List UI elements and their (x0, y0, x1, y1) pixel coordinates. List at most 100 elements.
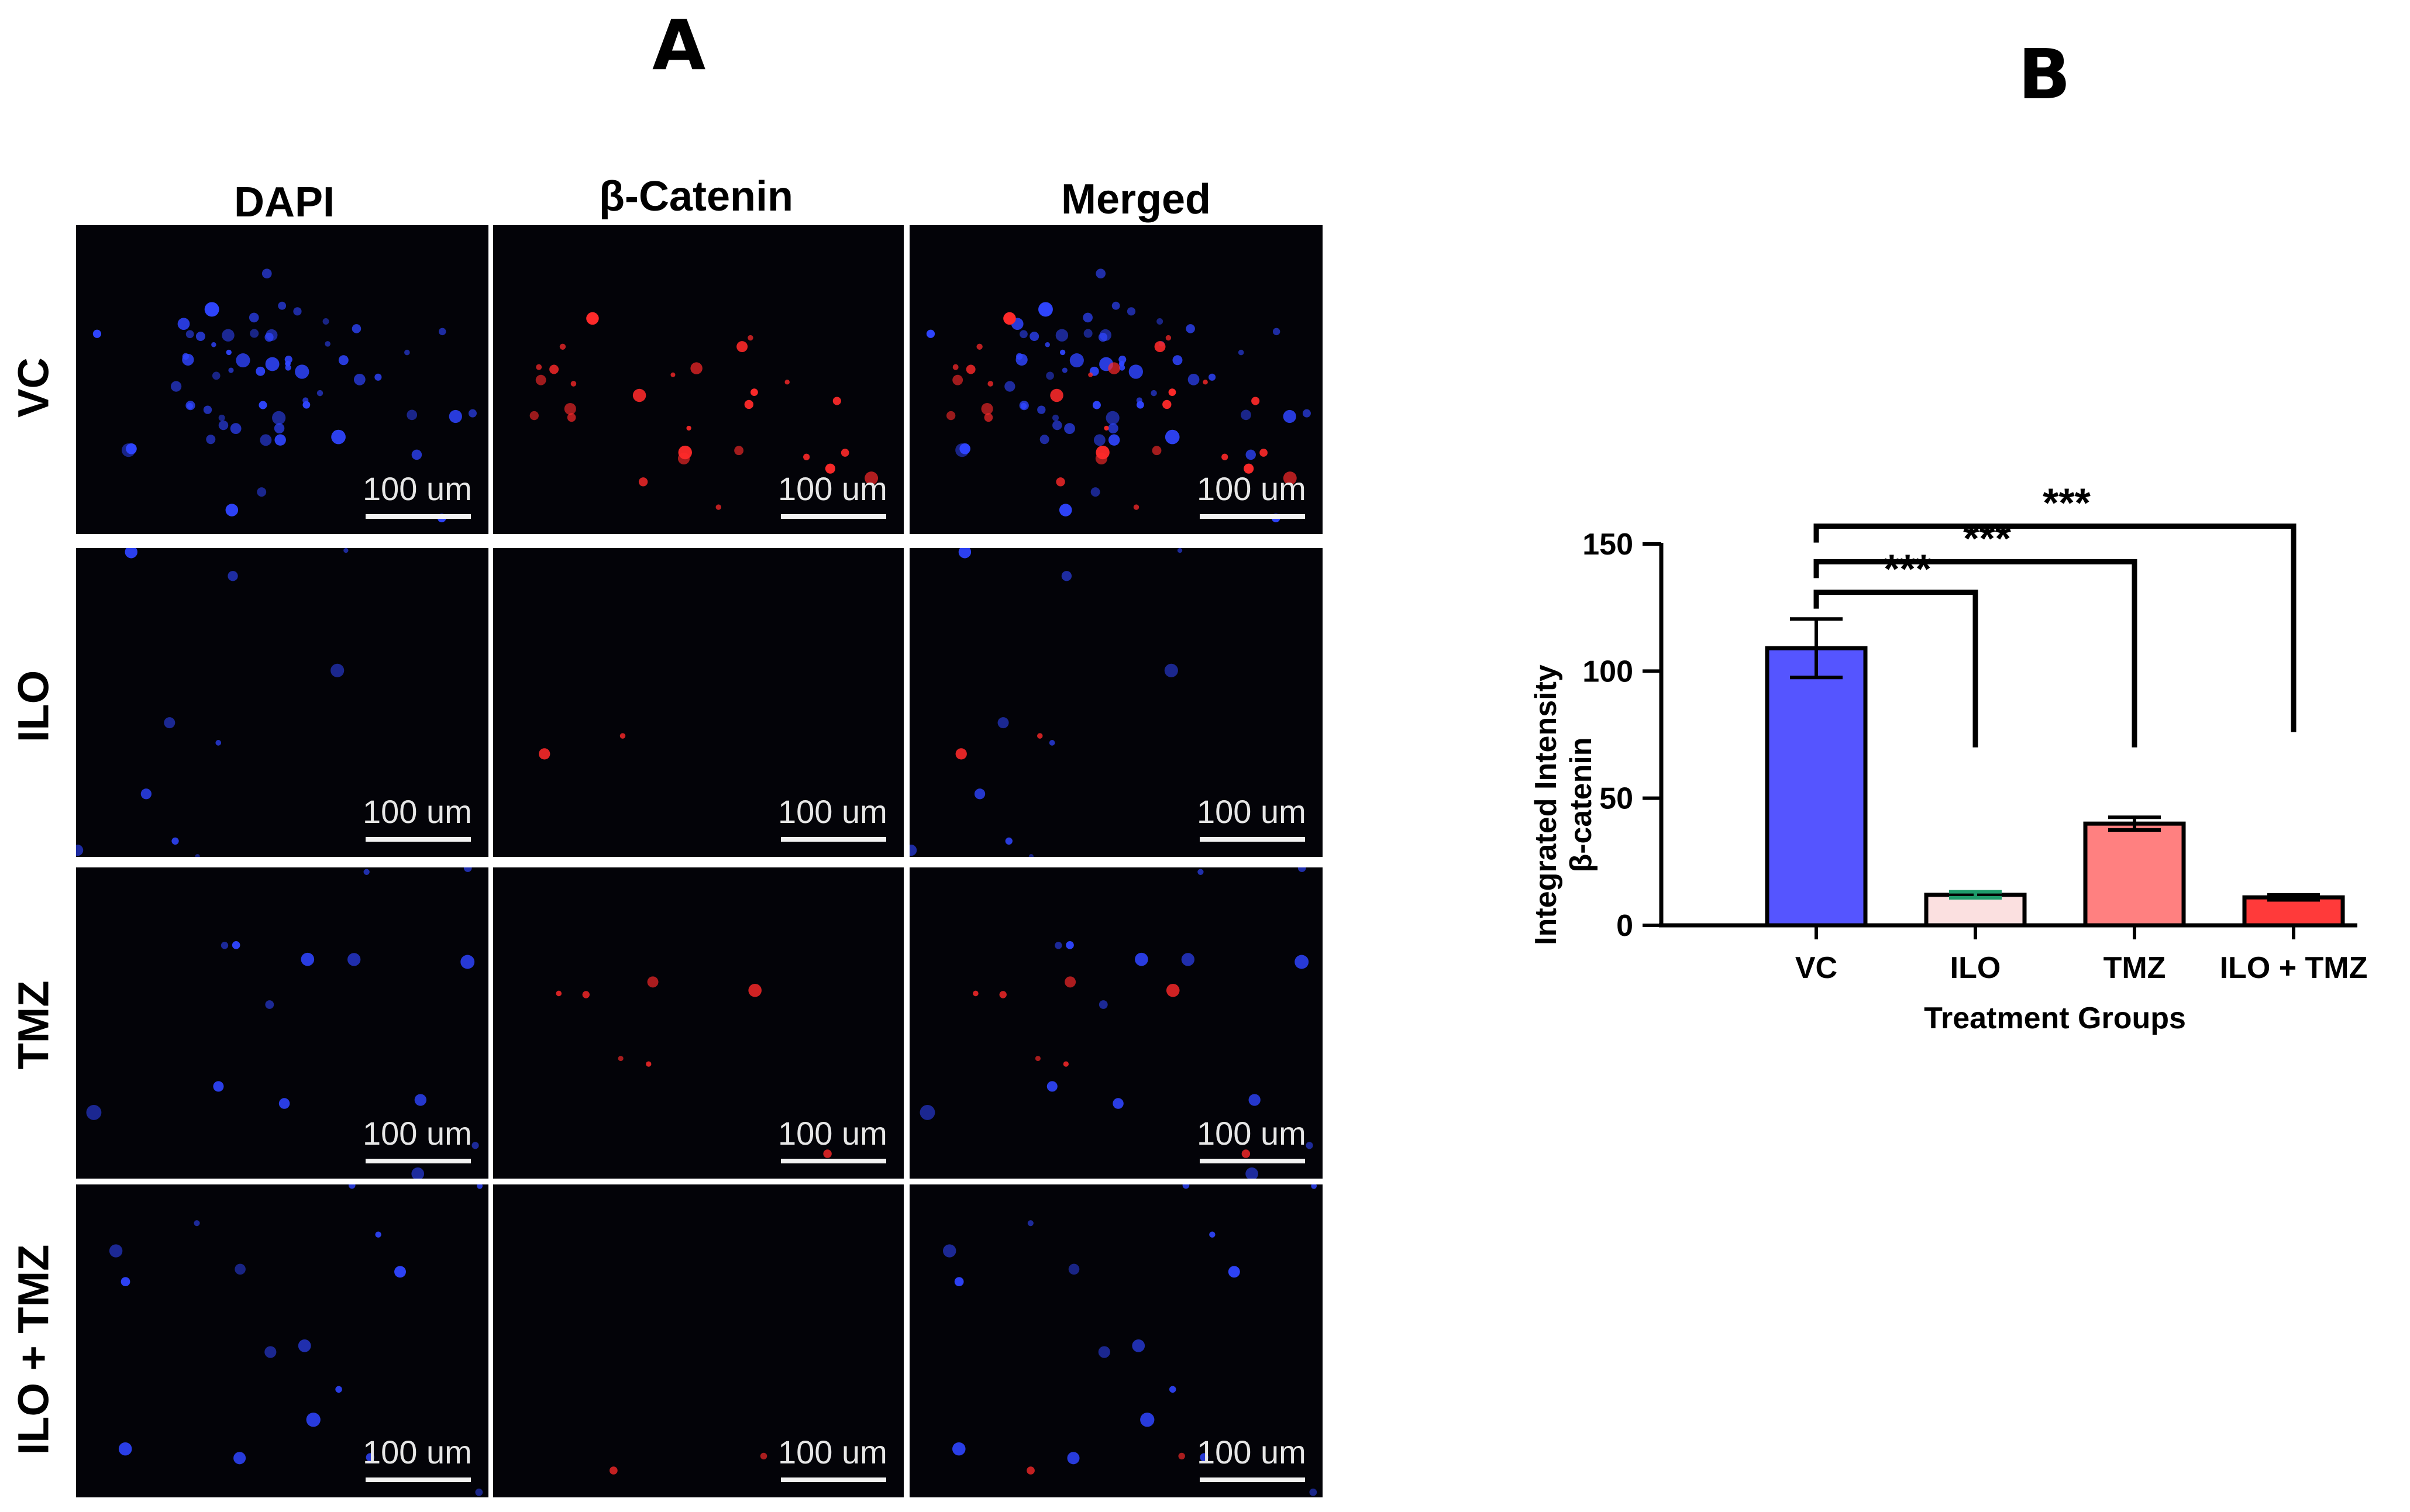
cell-nucleus (959, 443, 970, 454)
cell-nucleus (955, 748, 967, 760)
cell-nucleus (1128, 364, 1143, 379)
cell-nucleus (195, 854, 200, 857)
cell-nucleus (185, 330, 194, 339)
cell-nucleus (1064, 423, 1075, 435)
cell-nucleus (610, 1466, 618, 1475)
scale-bar (1200, 1477, 1305, 1482)
cell-nucleus (823, 1149, 832, 1158)
x-tick-label: ILO (1950, 951, 2001, 985)
cell-nucleus (1098, 332, 1108, 342)
cell-nucleus (976, 343, 983, 350)
cell-nucleus (407, 409, 418, 421)
x-tick-label: TMZ (2103, 951, 2166, 985)
micrograph-cells (920, 867, 1313, 1179)
cell-nucleus (225, 504, 239, 516)
cell-nucleus (559, 343, 566, 350)
micrograph-cells (76, 548, 349, 857)
micrograph-cells (539, 733, 626, 760)
cell-nucleus (353, 373, 366, 385)
cell-nucleus (92, 329, 102, 338)
cell-nucleus (549, 364, 559, 374)
cell-nucleus (306, 1413, 321, 1427)
panel-b-label: B (2018, 34, 2071, 115)
cell-nucleus (206, 435, 216, 445)
cell-nucleus (322, 318, 329, 325)
cell-nucleus (586, 312, 599, 325)
cell-nucleus (460, 955, 475, 969)
significance-bracket (1813, 523, 2297, 732)
cell-nucleus (1046, 371, 1054, 380)
cell-nucleus (213, 1081, 224, 1092)
cell-nucleus (204, 302, 219, 317)
cell-nucleus (261, 268, 272, 279)
cell-nucleus (638, 477, 648, 487)
cell-nucleus (1027, 1220, 1034, 1227)
micrograph-cells (610, 1452, 767, 1475)
scale-bar (1200, 837, 1305, 842)
cell-nucleus (1068, 1263, 1080, 1275)
cell-nucleus (1099, 1000, 1108, 1009)
cell-nucleus (1162, 399, 1172, 409)
micrograph-ilo-tmz-catenin: 100 um (493, 1184, 904, 1497)
cell-nucleus (981, 402, 993, 415)
cell-nucleus (1050, 388, 1063, 402)
cell-nucleus (734, 446, 744, 456)
micrograph-cells (926, 268, 1311, 522)
cell-nucleus (1092, 401, 1101, 409)
cell-nucleus (265, 1000, 274, 1009)
cell-nucleus (125, 548, 137, 559)
cell-nucleus (1059, 504, 1072, 516)
cell-nucleus (539, 748, 550, 760)
cell-nucleus (232, 941, 240, 949)
cell-nucleus (1186, 324, 1195, 333)
cell-nucleus (264, 1346, 277, 1358)
cell-nucleus (1104, 425, 1109, 431)
y-axis-title-line: β-catenin (1564, 737, 1598, 872)
cell-nucleus (449, 409, 462, 423)
cell-nucleus (120, 1277, 130, 1287)
cell-nucleus (564, 402, 576, 415)
column-header-beta-catenin: β-Catenin (599, 173, 793, 220)
scale-bar-label: 100 um (1197, 1434, 1306, 1470)
cell-nucleus (1098, 1346, 1110, 1358)
cell-nucleus (1108, 362, 1120, 374)
cell-nucleus (228, 571, 238, 581)
scale-bar (366, 1159, 471, 1163)
cell-nucleus (363, 869, 370, 875)
cell-nucleus (1168, 388, 1176, 396)
cell-nucleus (973, 990, 979, 997)
cell-nucleus (257, 487, 267, 497)
cell-nucleus (1166, 983, 1180, 997)
scale-bar (366, 1477, 471, 1482)
cell-nucleus (748, 335, 753, 341)
cell-nucleus (226, 349, 232, 356)
cell-nucleus (260, 434, 272, 446)
cell-nucleus (966, 364, 976, 374)
cell-nucleus (1251, 397, 1260, 405)
cell-nucleus (293, 307, 302, 316)
scale-bar-label: 100 um (363, 793, 472, 830)
cell-nucleus (1004, 381, 1015, 392)
cell-nucleus (926, 329, 935, 338)
cell-nucleus (222, 329, 235, 342)
cell-nucleus (760, 1452, 767, 1460)
scale-bar (1200, 1159, 1305, 1163)
cell-nucleus (958, 548, 972, 559)
cell-nucleus (295, 364, 309, 379)
cell-nucleus (1027, 1466, 1035, 1475)
cell-nucleus (946, 411, 956, 421)
cell-nucleus (250, 329, 259, 338)
cell-nucleus (1136, 397, 1142, 404)
cell-nucleus (954, 1277, 964, 1287)
cell-nucleus (686, 425, 691, 431)
cell-nucleus (535, 374, 546, 385)
cell-nucleus (997, 717, 1009, 729)
micrograph-tmz-catenin: 100 um (493, 867, 904, 1179)
cell-nucleus (212, 371, 221, 380)
cell-nucleus (463, 867, 472, 872)
scale-bar-label: 100 um (1197, 793, 1306, 830)
row-label-tmz: TMZ (9, 980, 58, 1070)
cell-nucleus (1038, 302, 1053, 317)
scale-bar (781, 837, 886, 842)
micrograph-tmz-dapi: 100 um (76, 867, 488, 1179)
